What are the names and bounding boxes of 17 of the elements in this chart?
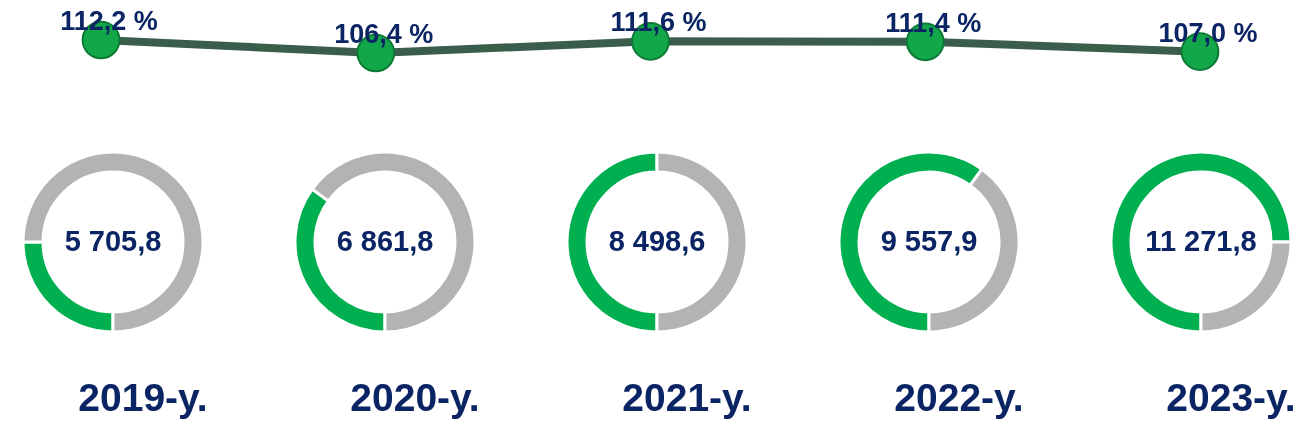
data-label: 112,2 % [60,6,158,36]
data-label: 111,4 % [885,7,982,38]
text: 11 271,8 [1145,225,1257,257]
text: 2021-y. [622,376,752,419]
data-label: 111,6 % [610,7,707,38]
text: 8 498,6 [608,225,706,257]
donut-slice [21,150,205,334]
data-label: 107,0 % [1158,17,1258,48]
data-label: 106,4 % [334,19,434,49]
text: 2023-y. [1166,376,1296,419]
text: 2020-y. [350,376,480,419]
text: 2022-y. [894,376,1024,419]
donut-slice [1109,150,1293,334]
text: 9 557,9 [880,225,978,257]
text: 5 705,8 [64,225,162,257]
text: 6 861,8 [336,225,434,257]
text: 2019-y. [78,376,208,419]
